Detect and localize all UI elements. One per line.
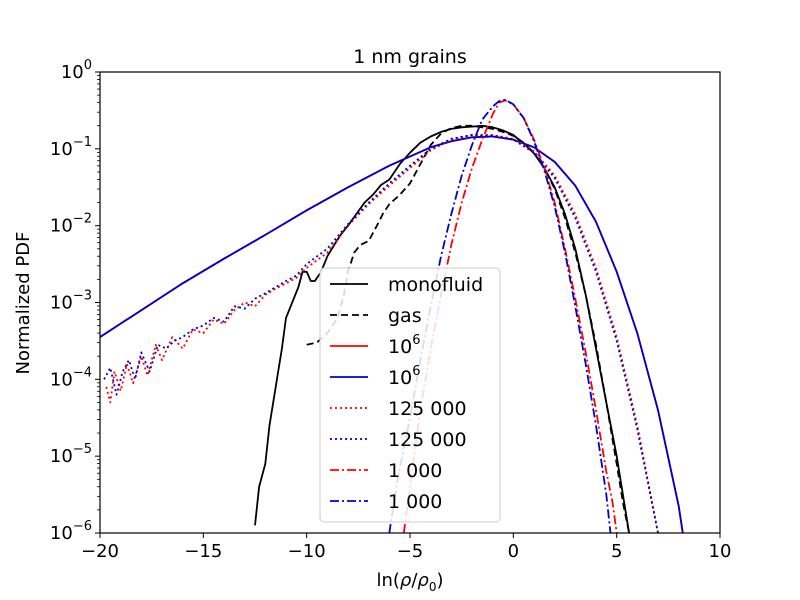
x-tick-label: −20 <box>81 541 119 562</box>
legend-label: 106 <box>388 364 420 389</box>
axis-ticks: −20 −15 −10 −5 0 5 10 100 10−1 10−2 10−3 10−4 10−5 10… <box>50 58 732 562</box>
y-tick-label: 10−6 <box>50 519 92 544</box>
legend-box <box>319 267 501 523</box>
x-tick-label: 5 <box>611 541 622 562</box>
series-line-2 <box>306 124 630 533</box>
x-tick-label: 0 <box>508 541 519 562</box>
legend-label: gas <box>388 305 422 327</box>
legend-label: 106 <box>388 333 420 358</box>
x-tick-label: −15 <box>184 541 222 562</box>
y-tick-label: 10−4 <box>50 365 92 390</box>
y-tick-label: 10−1 <box>50 135 92 160</box>
legend-label: 125 000 <box>388 398 467 420</box>
legend: monofluid gas 106 106 125 000 125 000 1 000 1 0… <box>319 267 501 523</box>
legend-label: 1 000 <box>388 460 442 482</box>
y-tick-label: 100 <box>61 58 92 83</box>
y-tick-label: 10−5 <box>50 442 92 467</box>
series-line-5 <box>105 134 659 533</box>
series-line-4 <box>100 135 684 533</box>
chart-title: 1 nm grains <box>353 46 466 68</box>
legend-label: monofluid <box>388 274 483 296</box>
y-tick-label: 10−3 <box>50 289 92 314</box>
x-axis-title: ln(ρ/ρ0) <box>376 570 443 594</box>
x-tick-label: −5 <box>397 541 424 562</box>
legend-label: 1 000 <box>388 491 442 513</box>
x-tick-label: 10 <box>709 541 732 562</box>
y-axis-title: Normalized PDF <box>13 232 34 375</box>
y-tick-label: 10−2 <box>50 212 92 237</box>
x-tick-label: −10 <box>288 541 326 562</box>
legend-label: 125 000 <box>388 429 467 451</box>
series-line-6 <box>103 134 659 533</box>
plot-lines <box>100 98 684 533</box>
